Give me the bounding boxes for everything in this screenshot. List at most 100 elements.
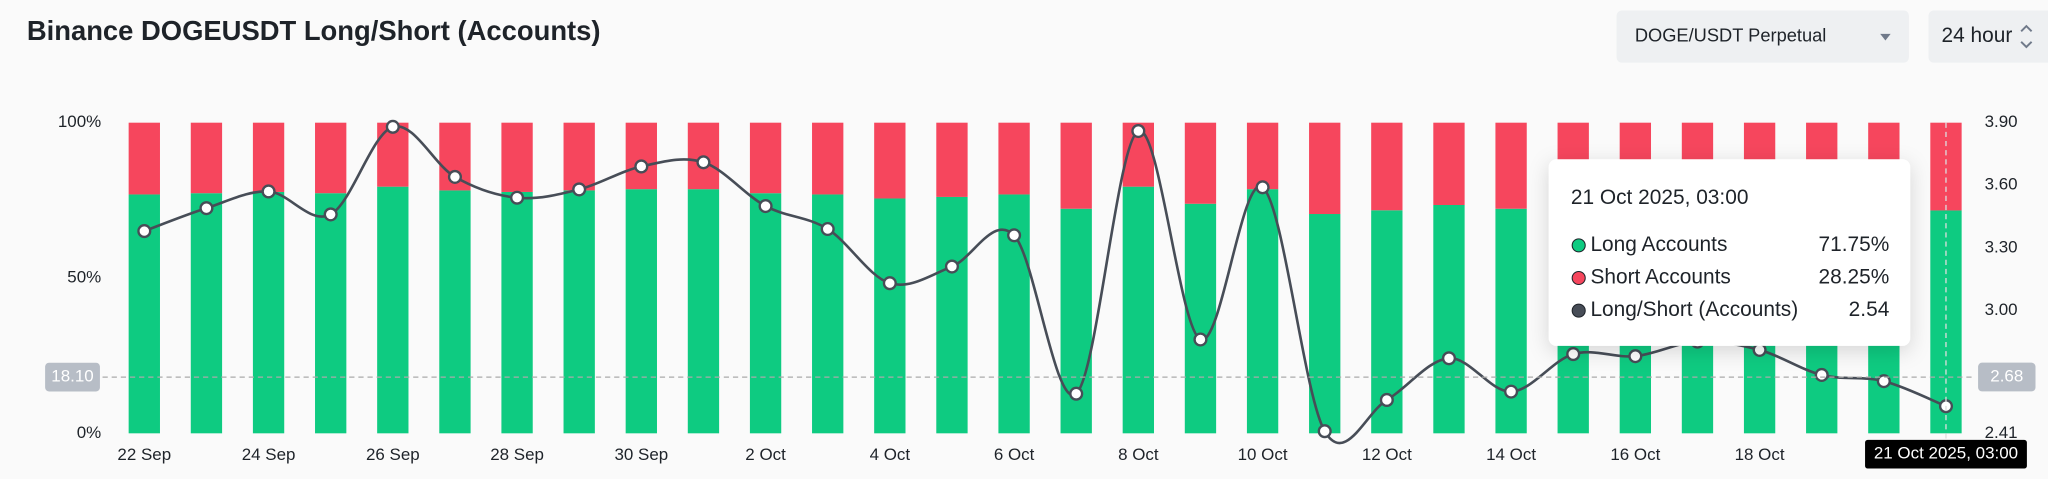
x-tick-label: 12 Oct xyxy=(1362,445,1412,464)
bar-segment xyxy=(749,122,782,194)
dropdown-box[interactable] xyxy=(1616,10,1909,63)
ratio-point xyxy=(1379,392,1394,408)
x-tick-label: 22 Sep xyxy=(117,445,171,464)
ratio-point xyxy=(510,190,525,205)
period-dropdown[interactable]: 24 hour xyxy=(1928,10,2048,63)
x-tick-label: 4 Oct xyxy=(870,445,911,464)
ratio-point xyxy=(1007,228,1022,243)
bar-segment xyxy=(1184,122,1217,204)
bar-segment xyxy=(128,122,160,195)
ratio-point xyxy=(820,221,835,237)
crosshair-y2-label: 2.68 xyxy=(1990,367,2023,386)
chart-title: Binance DOGEUSDT Long/Short (Accounts) xyxy=(27,15,601,46)
tooltip-value: 2.54 xyxy=(1849,298,1890,321)
y2-tick-label: 3.90 xyxy=(1985,112,2018,131)
plot: 0% 50% 100% 2.41 3.00 3.30 3.60 3.90 22 Sep 24 Se… xyxy=(58,112,2018,464)
x-tick-label: 14 Oct xyxy=(1486,445,1536,464)
bar-segment xyxy=(625,122,657,190)
ratio-point xyxy=(1876,374,1891,389)
crosshair-label-box xyxy=(1978,362,2036,392)
caret[interactable] xyxy=(1880,33,1891,41)
tooltip-name: Long/Short (Accounts) xyxy=(1590,298,1798,321)
ratio-point xyxy=(758,199,773,214)
bar-segment xyxy=(1495,122,1527,209)
bar-segment xyxy=(1495,208,1527,434)
bar-segment xyxy=(1371,122,1403,211)
x-tick-label: 2 Oct xyxy=(745,445,786,464)
bar-segment xyxy=(1433,205,1465,434)
ratio-point xyxy=(323,207,338,222)
tooltip xyxy=(1548,159,1911,346)
ratio-point xyxy=(447,169,462,184)
x-tick-label: 8 Oct xyxy=(1118,445,1159,464)
tooltip-value: 71.75% xyxy=(1819,233,1890,256)
bar-segment xyxy=(252,122,285,192)
ratio-point xyxy=(634,159,649,174)
bar-segment xyxy=(749,193,782,434)
bar-segment xyxy=(563,190,595,434)
bar-segment xyxy=(687,189,720,434)
bar-segment xyxy=(315,193,347,434)
bar-segment xyxy=(625,189,657,434)
bar-segment xyxy=(1433,122,1465,206)
ratio-point xyxy=(1317,424,1332,439)
x-tick-label: 16 Oct xyxy=(1610,445,1660,464)
bar-segment xyxy=(501,191,533,434)
bar-segment xyxy=(1246,122,1279,190)
ratio-point xyxy=(882,276,897,291)
dropdown-box[interactable] xyxy=(1928,10,2048,63)
bar-segment xyxy=(812,122,844,195)
y-tick-label: 0% xyxy=(77,423,102,442)
crosshair-label-box xyxy=(45,362,100,392)
bar-segment xyxy=(998,122,1030,195)
overlay: 18.10 2.68 21 Oct 2025, 03:00 21 Oct 2025, … xyxy=(45,122,2036,469)
updown-icon[interactable] xyxy=(2020,24,2033,49)
bar-segment xyxy=(190,122,223,194)
y2-tick-label: 2.41 xyxy=(1985,423,2018,442)
ratio-point xyxy=(1814,367,1829,382)
bar-segment xyxy=(1122,186,1154,434)
bar-segment xyxy=(1309,122,1341,215)
bar-segment xyxy=(252,191,285,434)
x-tick-label: 26 Sep xyxy=(366,445,420,464)
y-tick-label: 50% xyxy=(67,267,101,286)
ratio-point xyxy=(1441,351,1457,366)
y2-tick-label: 3.30 xyxy=(1985,237,2018,256)
crosshair-y-label: 18.10 xyxy=(51,367,93,386)
bar-segment xyxy=(874,122,906,199)
ratio-point xyxy=(696,155,711,170)
tooltip-name: Long Accounts xyxy=(1590,233,1727,256)
tooltip-swatch xyxy=(1571,303,1586,318)
ratio-point xyxy=(1504,384,1519,399)
dropdown-label[interactable]: 24 hour xyxy=(1942,24,2013,47)
ratio-point xyxy=(572,182,587,197)
ratio-point xyxy=(261,184,276,199)
pair-dropdown[interactable]: DOGE/USDT Perpetual xyxy=(1616,10,1909,63)
crosshair-label-box xyxy=(1865,439,2027,469)
x-tick-label: 28 Sep xyxy=(490,445,544,464)
x-tick-label: 30 Sep xyxy=(614,445,668,464)
tooltip-swatch xyxy=(1571,238,1586,253)
bar-segment xyxy=(1246,189,1279,434)
x-tick-label: 6 Oct xyxy=(994,445,1035,464)
dropdown-label[interactable]: DOGE/USDT Perpetual xyxy=(1635,24,1827,45)
bar-segment xyxy=(439,190,471,434)
bar-segment xyxy=(501,122,533,192)
x-tick-label: 24 Sep xyxy=(242,445,296,464)
bar-segment xyxy=(1060,122,1092,209)
bar-segment xyxy=(377,186,409,434)
ratio-point xyxy=(1193,332,1208,347)
ratio-point xyxy=(1255,180,1270,195)
x-tick-label: 18 Oct xyxy=(1735,445,1785,464)
y-tick-label: 100% xyxy=(58,112,101,131)
bar-segment xyxy=(190,193,223,434)
ratio-point xyxy=(1069,386,1084,401)
ratio-point xyxy=(944,259,960,274)
ratio-point xyxy=(1131,123,1146,139)
y2-tick-label: 3.60 xyxy=(1985,175,2018,194)
tooltip-title: 21 Oct 2025, 03:00 xyxy=(1571,186,1749,209)
ratio-point xyxy=(1566,347,1581,362)
bar-segment xyxy=(1930,210,1962,434)
crosshair-x-label: 21 Oct 2025, 03:00 xyxy=(1874,444,2018,463)
